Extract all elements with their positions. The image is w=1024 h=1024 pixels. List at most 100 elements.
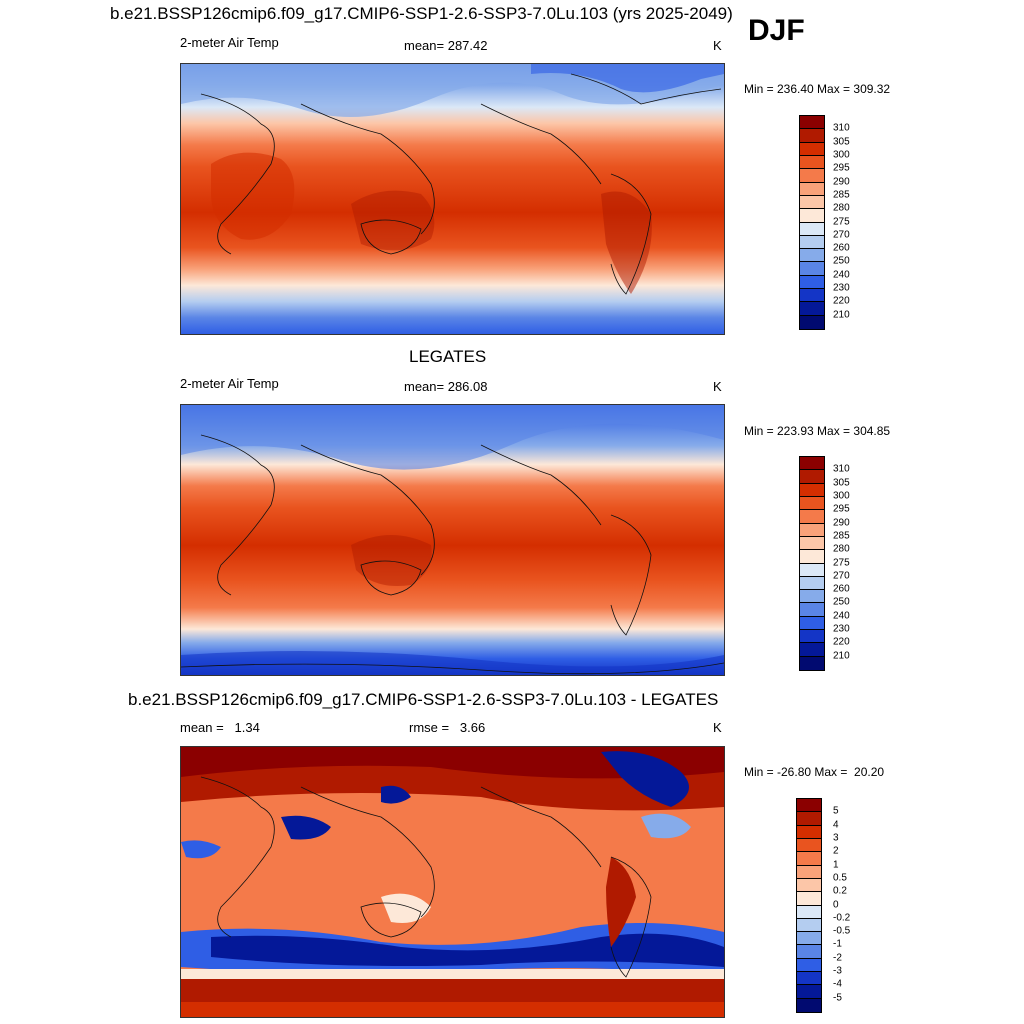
colorbar-tick-label: 305 (833, 136, 850, 148)
panel2-colorbar-swatch (800, 510, 824, 524)
panel1-colorbar-swatch (800, 302, 824, 316)
panel1-colorbar-swatch (800, 142, 824, 156)
panel1-colorbar-swatch (800, 222, 824, 236)
panel3-colorbar-swatch (797, 972, 821, 986)
panel3-colorbar-swatch (797, 892, 821, 906)
panel2-title: LEGATES (409, 347, 487, 366)
colorbar-tick-label: 305 (833, 477, 850, 489)
panel1-model-map (180, 63, 725, 335)
colorbar-tick-label: 250 (833, 255, 850, 267)
panel3-units-label: K (713, 720, 722, 735)
panel3-title: b.e21.BSSP126cmip6.f09_g17.CMIP6-SSP1-2.… (128, 690, 719, 709)
colorbar-tick-label: 0 (833, 899, 839, 910)
panel3-colorbar-swatch (797, 825, 821, 839)
panel3-colorbar-swatch (797, 945, 821, 959)
panel2-colorbar-swatch (800, 643, 824, 657)
colorbar-tick-label: 220 (833, 636, 850, 648)
colorbar-tick-label: 275 (833, 216, 850, 227)
panel2-colorbar-swatch (800, 576, 824, 591)
panel2-variable-label: 2-meter Air Temp (180, 376, 279, 391)
colorbar-tick-label: 260 (833, 242, 850, 254)
panel2-colorbar-swatch (800, 603, 824, 617)
colorbar-tick-label: 1 (833, 859, 839, 871)
panel1-colorbar-swatch (800, 209, 824, 223)
panel3-colorbar-swatch (797, 812, 821, 826)
colorbar-tick-label: 310 (833, 122, 850, 134)
panel2-colorbar-swatch (800, 656, 824, 670)
panel3-colorbar-swatch (797, 878, 821, 893)
panel2-colorbar-swatch (800, 616, 824, 631)
colorbar-tick-label: 285 (833, 189, 850, 201)
colorbar-tick-label: 3 (833, 832, 839, 844)
panel2-colorbar-swatch (800, 470, 824, 484)
colorbar-tick-label: 210 (833, 309, 850, 321)
panel1-colorbar-swatch (800, 129, 824, 143)
colorbar-tick-label: 0.5 (833, 872, 847, 884)
panel3-colorbar-swatch (797, 932, 821, 946)
colorbar-tick-label: 5 (833, 805, 839, 817)
panel2-colorbar-swatch (800, 536, 824, 551)
panel1-colorbar-swatch (800, 169, 824, 183)
colorbar-tick-label: 310 (833, 463, 850, 475)
panel2-minmax-label: Min = 223.93 Max = 304.85 (744, 424, 891, 438)
colorbar-tick-label: 295 (833, 503, 850, 515)
colorbar-tick-label: -5 (833, 992, 842, 1004)
colorbar-tick-label: 290 (833, 517, 850, 529)
colorbar-tick-label: 270 (833, 570, 850, 582)
colorbar-tick-label: 220 (833, 295, 850, 307)
panel1-colorbar (799, 115, 825, 330)
panel1-colorbar-swatch (800, 116, 824, 130)
colorbar-tick-label: 280 (833, 202, 850, 214)
panel3-colorbar-swatch (797, 958, 821, 973)
panel1-colorbar-swatch (800, 315, 824, 329)
panel3-colorbar-swatch (797, 838, 821, 853)
colorbar-tick-label: -4 (833, 978, 842, 990)
panel3-colorbar-swatch (797, 905, 821, 919)
panel1-colorbar-swatch (800, 289, 824, 303)
colorbar-tick-label: 285 (833, 530, 850, 542)
colorbar-tick-label: 240 (833, 610, 850, 622)
colorbar-tick-label: 230 (833, 623, 850, 635)
panel2-colorbar-swatch (800, 483, 824, 497)
colorbar-tick-label: 300 (833, 149, 850, 161)
panel1-colorbar-swatch (800, 155, 824, 170)
panel3-colorbar (796, 798, 822, 1013)
panel3-colorbar-swatch (797, 852, 821, 866)
colorbar-tick-label: 300 (833, 490, 850, 502)
panel3-colorbar-swatch (797, 998, 821, 1012)
panel2-colorbar-swatch (800, 550, 824, 564)
panel1-colorbar-swatch (800, 249, 824, 263)
colorbar-tick-label: 210 (833, 650, 850, 662)
panel2-colorbar-swatch (800, 630, 824, 644)
panel2-colorbar-swatch (800, 496, 824, 511)
panel1-minmax-label: Min = 236.40 Max = 309.32 (744, 82, 891, 96)
panel1-colorbar-swatch (800, 235, 824, 250)
colorbar-tick-label: -3 (833, 965, 842, 977)
colorbar-tick-label: 0.2 (833, 885, 847, 897)
panel2-obs-map (180, 404, 725, 676)
panel3-rmse-label: rmse = 3.66 (409, 720, 486, 735)
panel1-colorbar-swatch (800, 195, 824, 210)
panel2-colorbar-swatch (800, 523, 824, 537)
panel1-mean-label: mean= 287.42 (404, 38, 488, 53)
colorbar-tick-label: 4 (833, 819, 839, 831)
colorbar-tick-label: -1 (833, 938, 842, 950)
colorbar-tick-label: -0.5 (833, 925, 851, 937)
panel1-colorbar-swatch (800, 182, 824, 196)
panel2-colorbar-swatch (800, 590, 824, 604)
panel2-units-label: K (713, 379, 722, 394)
panel3-difference-map (180, 746, 725, 1018)
panel1-colorbar-swatch (800, 275, 824, 290)
panel2-colorbar-swatch (800, 457, 824, 471)
panel3-colorbar-swatch (797, 865, 821, 879)
figure-title: b.e21.BSSP126cmip6.f09_g17.CMIP6-SSP1-2.… (110, 4, 733, 23)
panel2-colorbar-swatch (800, 563, 824, 577)
panel3-mean-label: mean = 1.34 (180, 720, 260, 735)
panel3-minmax-label: Min = -26.80 Max = 20.20 (744, 765, 885, 779)
panel3-colorbar-swatch (797, 918, 821, 933)
panel3-colorbar-swatch (797, 985, 821, 999)
colorbar-tick-label: 250 (833, 596, 850, 608)
panel2-colorbar (799, 456, 825, 671)
colorbar-tick-label: 275 (833, 557, 850, 568)
colorbar-tick-label: 230 (833, 282, 850, 294)
